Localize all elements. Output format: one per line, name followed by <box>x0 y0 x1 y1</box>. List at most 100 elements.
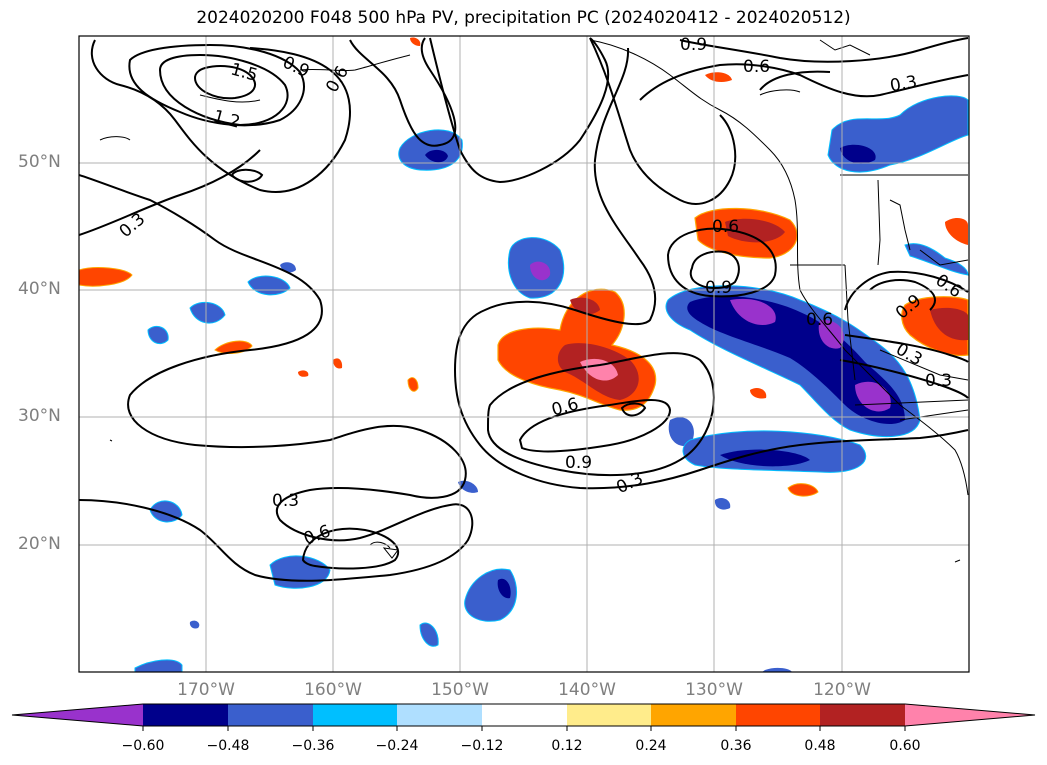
precip-blob <box>904 243 969 276</box>
map-frame <box>78 35 970 673</box>
colorbar-tick-label: 0.48 <box>804 738 836 754</box>
lon-label-120w: 120°W <box>813 680 871 700</box>
pv-contour <box>679 37 969 63</box>
precip-blob <box>189 301 226 324</box>
colorbar-tick-label: −0.36 <box>291 738 335 754</box>
colorbar-tick-label: 0.36 <box>720 738 752 754</box>
colorbar-segment <box>143 704 228 726</box>
pv-contours <box>79 37 969 582</box>
pv-contour <box>349 37 457 147</box>
precip-blob <box>818 319 844 349</box>
map-layer: 1.5 1.2 0.9 0.6 0.3 0.3 0.6 0.9 0.6 0.3 … <box>79 35 969 672</box>
pv-contour <box>486 352 715 477</box>
pv-contour <box>128 43 305 127</box>
contour-label: 0.9 <box>680 35 707 55</box>
contour-label: 1.5 <box>228 60 259 86</box>
colorbar-segment <box>651 704 736 726</box>
coastlines <box>99 39 969 563</box>
precip-blob <box>407 377 419 392</box>
precip-blob <box>840 144 876 164</box>
colorbar-extend-right <box>905 704 1035 726</box>
precip-blob <box>945 218 968 245</box>
pv-contour <box>844 334 969 363</box>
contour-label: 0.6 <box>743 57 770 77</box>
precip-blob <box>668 417 694 446</box>
pv-contour <box>453 47 969 490</box>
pv-contour <box>193 65 256 100</box>
pv-contour <box>518 399 672 453</box>
colorbar-segment <box>313 704 397 726</box>
precip-blob <box>687 296 905 425</box>
contour-label: 0.6 <box>712 217 739 237</box>
colorbar-tick-label: −0.12 <box>460 738 504 754</box>
precip-blob <box>79 267 133 287</box>
colorbar-tick-label: −0.24 <box>375 738 419 754</box>
precip-blob <box>134 659 183 672</box>
contour-label: 0.6 <box>806 310 833 330</box>
colorbar-tick-label: −0.60 <box>121 738 165 754</box>
lon-label-130w: 130°W <box>685 680 743 700</box>
colorbar-segment <box>228 704 313 726</box>
precip-blob <box>147 325 169 345</box>
precip-blob <box>730 298 776 326</box>
colorbar-segment <box>567 704 651 726</box>
contour-label: 0.9 <box>279 53 312 83</box>
colorbar-segment <box>736 704 820 726</box>
pv-contour <box>844 270 969 311</box>
precip-blob <box>530 261 551 281</box>
positive-precip-areas <box>79 37 969 497</box>
pv-contour <box>666 227 777 298</box>
precip-blob <box>333 358 343 369</box>
precip-blob <box>419 622 439 647</box>
pv-contour <box>429 37 610 184</box>
contour-label: 1.2 <box>211 106 242 132</box>
precip-blob <box>762 667 792 672</box>
precip-blob <box>750 387 767 399</box>
precip-blob <box>720 449 810 467</box>
lon-label-140w: 140°W <box>558 680 616 700</box>
pv-contour <box>589 37 737 205</box>
precip-blob <box>269 555 331 589</box>
colorbar-tick-label: 0.12 <box>551 738 583 754</box>
pv-contour <box>759 70 831 91</box>
lat-label-40n: 40°N <box>18 279 61 299</box>
precip-blob <box>298 370 309 377</box>
contour-label: 0.3 <box>116 209 150 242</box>
precip-blob <box>714 497 731 510</box>
colorbar-tick-label: −0.48 <box>206 738 250 754</box>
pv-contour <box>79 174 474 582</box>
precip-blob <box>497 578 511 599</box>
colorbar-segment <box>482 704 567 726</box>
colorbar-segment <box>397 704 482 726</box>
contour-label: 0.9 <box>565 453 592 473</box>
colorbar-extend-left <box>12 704 143 726</box>
pv-contour <box>620 402 647 417</box>
lat-label-30n: 30°N <box>18 406 61 426</box>
pv-contour <box>839 359 969 399</box>
pv-contour <box>79 149 261 236</box>
precip-blob <box>189 620 200 629</box>
map-title: 2024020200 F048 500 hPa PV, precipitatio… <box>196 8 851 28</box>
colorbar-segment <box>820 704 905 726</box>
lon-label-170w: 170°W <box>177 680 235 700</box>
precip-blob <box>725 218 785 243</box>
lat-label-20n: 20°N <box>18 534 61 554</box>
contour-label: 0.3 <box>925 371 952 391</box>
pv-contour <box>869 279 936 311</box>
pv-contour <box>90 39 351 193</box>
contour-label: 0.3 <box>888 72 918 96</box>
colorbar <box>11 703 1036 731</box>
precip-blob <box>247 275 291 296</box>
colorbar-tick-label: 0.60 <box>889 738 921 754</box>
lon-label-160w: 160°W <box>304 680 362 700</box>
pv-contour <box>158 53 289 127</box>
pv-contour <box>689 250 740 289</box>
precip-blob <box>425 149 448 163</box>
lat-label-50n: 50°N <box>18 152 61 172</box>
pv-contour <box>230 168 264 183</box>
lon-label-150w: 150°W <box>431 680 489 700</box>
precip-blob <box>410 37 421 46</box>
contour-label: 0.9 <box>705 278 732 298</box>
precip-blob <box>705 72 732 83</box>
